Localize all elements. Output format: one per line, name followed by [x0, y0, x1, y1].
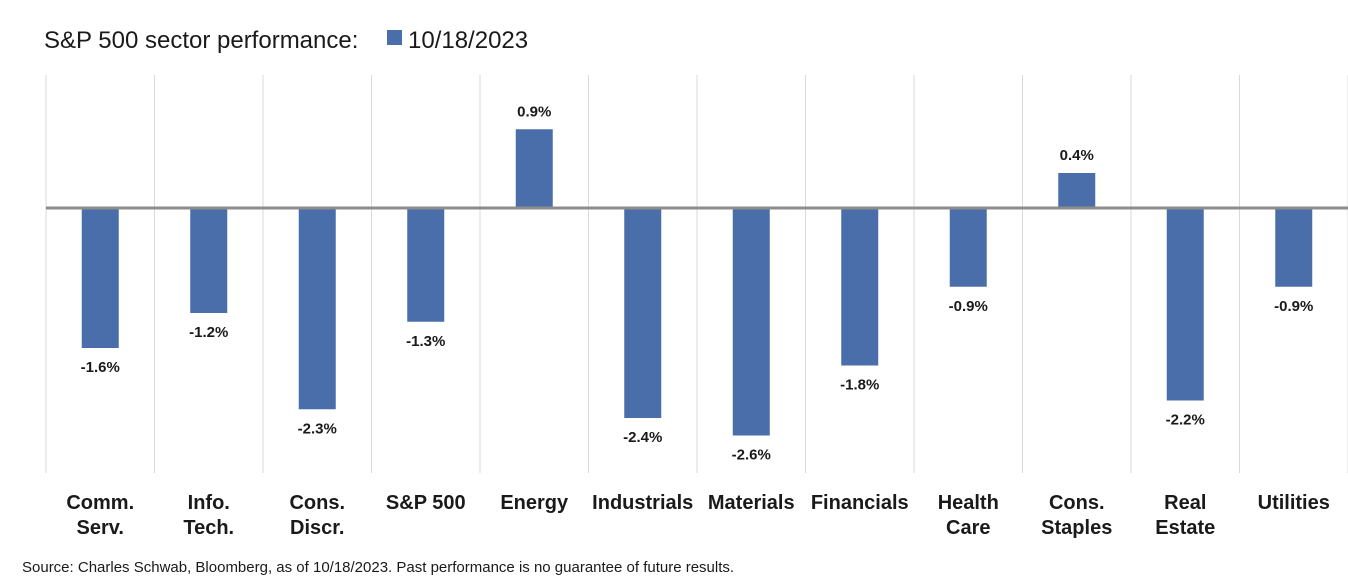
- chart-header: S&P 500 sector performance: 10/18/2023: [44, 27, 528, 54]
- category-label: Tech.: [183, 517, 234, 539]
- data-label: -2.3%: [298, 420, 337, 437]
- data-label: -2.2%: [1166, 412, 1205, 429]
- bar: [624, 208, 662, 418]
- bar: [732, 208, 770, 436]
- bar: [190, 208, 228, 313]
- data-label: -0.9%: [1274, 298, 1313, 315]
- bar: [1058, 173, 1096, 208]
- data-label: 0.4%: [1060, 147, 1094, 164]
- data-label: -0.9%: [949, 298, 988, 315]
- category-label: S&P 500: [386, 492, 466, 514]
- data-label: -1.3%: [406, 333, 445, 350]
- category-label: Cons.: [289, 492, 345, 514]
- bar: [407, 208, 445, 322]
- category-label: Utilities: [1258, 492, 1330, 514]
- data-label: -1.8%: [840, 377, 879, 394]
- category-labels: Comm. Serv. Info. Tech. Cons. Discr. S&P 500 En…: [66, 492, 1330, 539]
- data-label: -2.4%: [623, 429, 662, 446]
- bar: [949, 208, 987, 287]
- category-label: Health: [938, 492, 999, 514]
- category-label: Cons.: [1049, 492, 1105, 514]
- bars: [81, 129, 1313, 436]
- gridlines: [45, 75, 1348, 473]
- category-label: Industrials: [592, 492, 693, 514]
- category-label: Info.: [188, 492, 230, 514]
- bar: [1275, 208, 1313, 287]
- data-label: -1.6%: [81, 359, 120, 376]
- category-label: Care: [946, 517, 990, 539]
- category-label: Materials: [708, 492, 795, 514]
- category-label: Financials: [811, 492, 909, 514]
- bar: [1166, 208, 1204, 401]
- category-label: Discr.: [290, 517, 344, 539]
- category-label: Comm.: [66, 492, 134, 514]
- source-note: Source: Charles Schwab, Bloomberg, as of…: [22, 559, 734, 576]
- legend-label: 10/18/2023: [408, 27, 528, 54]
- category-label: Real: [1164, 492, 1206, 514]
- bar: [515, 129, 553, 208]
- data-label: 0.9%: [517, 103, 551, 120]
- bar: [841, 208, 879, 366]
- category-label: Energy: [500, 492, 569, 514]
- value-labels: -1.6% -1.2% -2.3% -1.3% 0.9% -2.4% -2.6% -1.8% -…: [81, 103, 1314, 463]
- data-label: -1.2%: [189, 324, 228, 341]
- bar: [298, 208, 336, 410]
- legend-swatch: [387, 30, 402, 45]
- category-label: Staples: [1041, 517, 1112, 539]
- chart-title: S&P 500 sector performance:: [44, 27, 358, 54]
- category-label: Serv.: [77, 517, 124, 539]
- category-label: Estate: [1155, 517, 1215, 539]
- data-label: -2.6%: [732, 447, 771, 464]
- bar: [81, 208, 119, 348]
